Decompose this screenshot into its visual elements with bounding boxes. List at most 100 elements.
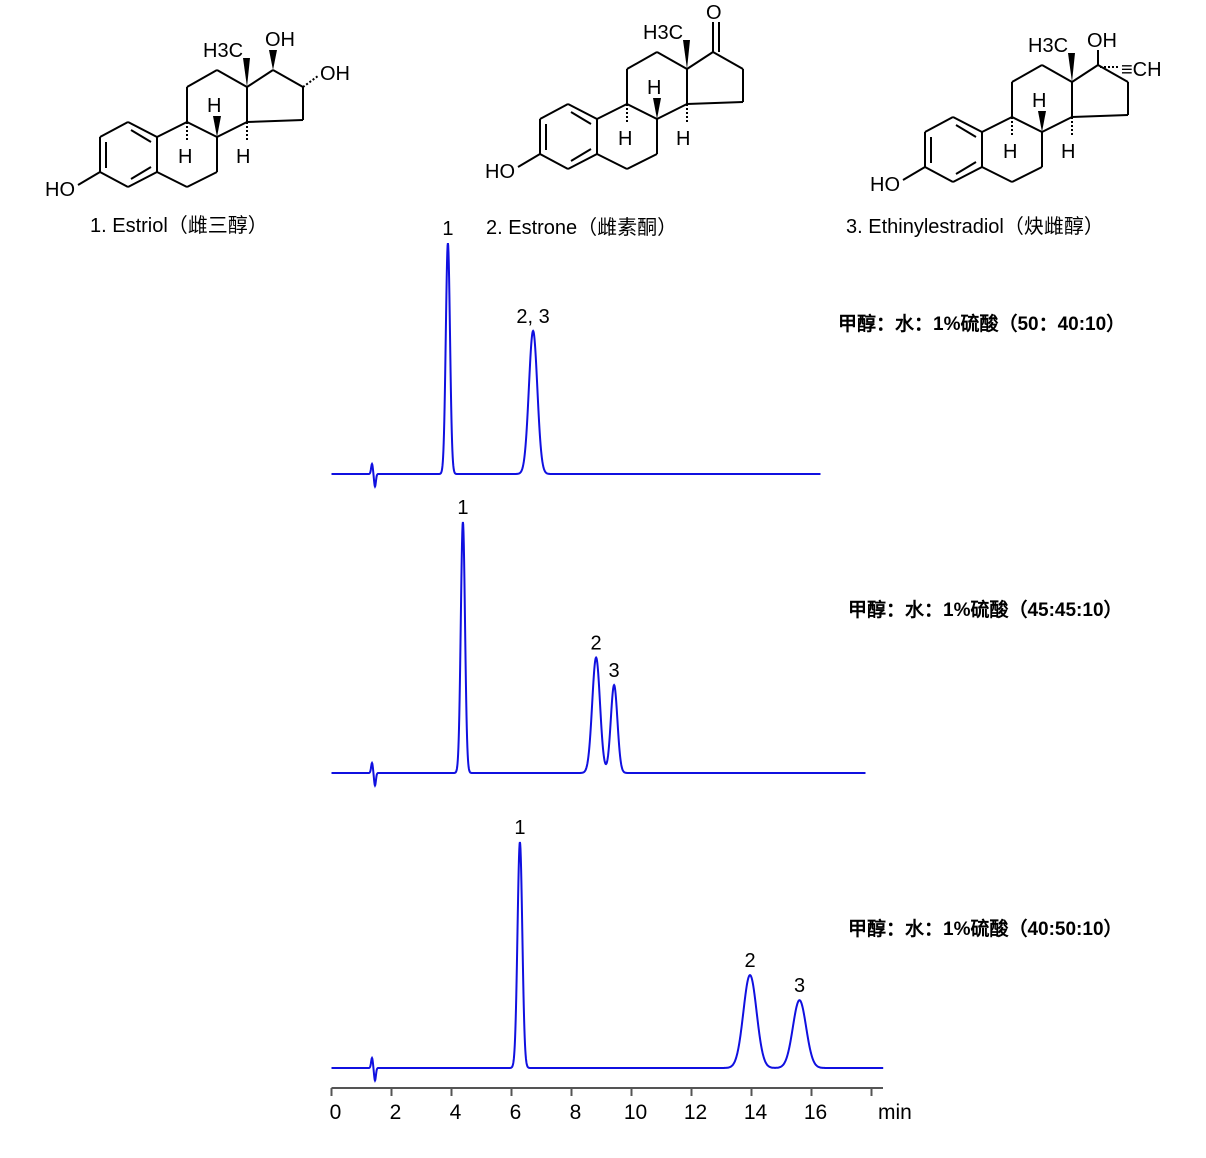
bond [952, 166, 983, 183]
bond [1041, 116, 1073, 133]
bond [567, 153, 598, 170]
bond [567, 103, 598, 120]
x-tick-label: 12 [684, 1101, 707, 1124]
bond [1011, 116, 1043, 133]
condition-label-1: 甲醇：水：1%硫酸（50：40:10） [838, 312, 1125, 335]
bond [216, 121, 248, 138]
h8-label: H [207, 95, 221, 117]
peak-label: 2, 3 [516, 306, 549, 328]
bond [626, 51, 658, 70]
methyl-wedge [1068, 53, 1075, 82]
double-bond [130, 129, 152, 143]
bond [952, 116, 983, 133]
bond [246, 69, 274, 88]
hydroxyl-3-label: HO [45, 179, 75, 201]
methyl-label: H3C [1028, 35, 1068, 57]
methyl-label: H3C [203, 40, 243, 62]
compound-label-estrone: 2. Estrone（雌素酮） [486, 216, 677, 239]
double-bond [570, 111, 592, 125]
compound-label-estriol: 1. Estriol（雌三醇） [90, 214, 268, 237]
bond [156, 121, 188, 138]
ketone-o-label: O [706, 2, 722, 24]
bond [656, 103, 688, 120]
bond [1011, 64, 1043, 83]
hydroxyl-17-label: OH [265, 29, 295, 51]
bond [902, 166, 926, 181]
bond [712, 51, 744, 70]
peak-label: 2 [744, 950, 755, 972]
h9-label: H [1003, 141, 1017, 163]
x-axis: 0 2 4 6 8 10 12 14 16 min [330, 1087, 912, 1124]
bond [1097, 64, 1129, 83]
hydroxyl-16-label: OH [320, 63, 350, 85]
oh16-hash [302, 75, 319, 88]
estriol-structure: HO H3C H H H OH OH [45, 29, 350, 201]
hydroxyl-17-label: OH [1087, 30, 1117, 52]
hydroxyl-3-label: HO [870, 174, 900, 196]
bond [686, 51, 714, 70]
h14-label: H [676, 128, 690, 150]
x-tick-label: 16 [804, 1101, 827, 1124]
chromatogram-trace-3 [331, 841, 884, 1083]
peak-label: 1 [442, 218, 453, 240]
bond [1071, 64, 1099, 83]
bond [127, 121, 158, 138]
h8-wedge [653, 98, 661, 119]
bond [539, 103, 569, 120]
condition-label-2: 甲醇：水：1%硫酸（45:45:10） [848, 598, 1123, 621]
h9-label: H [178, 146, 192, 168]
bond [127, 171, 158, 188]
h14-label: H [236, 146, 250, 168]
hydroxyl-3-label: HO [485, 161, 515, 183]
bond [656, 51, 688, 70]
bond [981, 166, 1013, 183]
x-tick-label: 4 [450, 1101, 462, 1124]
peak-label: 3 [794, 975, 805, 997]
bond [186, 171, 218, 188]
bond [596, 103, 628, 120]
bond [1071, 114, 1129, 118]
bond [1011, 166, 1043, 183]
h14-label: H [1061, 141, 1075, 163]
peak-label: 1 [514, 817, 525, 839]
h9-label: H [618, 128, 632, 150]
oh17-wedge [269, 50, 277, 70]
x-tick-label: 10 [624, 1101, 647, 1124]
chromatogram-trace-1 [331, 242, 821, 489]
bond [186, 69, 218, 88]
ethinylestradiol-structure: HO H3C H H H OH≡CH [870, 30, 1162, 196]
bond [924, 116, 954, 133]
x-axis-unit: min [878, 1101, 912, 1124]
double-bond [955, 161, 977, 175]
double-bond [955, 124, 977, 138]
x-tick-label: 14 [744, 1101, 768, 1124]
methyl-label: H3C [643, 22, 683, 44]
h8-wedge [213, 116, 221, 137]
compound-label-ethinylestradiol: 3. Ethinylestradiol（炔雌醇） [846, 215, 1104, 238]
bond [626, 103, 658, 120]
bond [272, 69, 304, 88]
bond [539, 153, 569, 170]
h8-wedge [1038, 111, 1046, 132]
bond [1041, 64, 1073, 83]
double-bond [570, 148, 592, 162]
x-tick-label: 8 [570, 1101, 582, 1124]
x-tick-label: 6 [510, 1101, 522, 1124]
bond [186, 121, 218, 138]
h8-label: H [1032, 90, 1046, 112]
bond [626, 153, 658, 170]
ethynyl-label: ≡CH [1121, 59, 1162, 81]
bond [981, 116, 1013, 133]
bond [156, 171, 188, 188]
x-tick-label: 2 [390, 1101, 402, 1124]
x-tick-label: 0 [330, 1101, 342, 1124]
methyl-wedge [243, 58, 250, 87]
bond [77, 171, 101, 186]
peak-label: 3 [609, 660, 620, 682]
bond [686, 101, 744, 105]
h8-label: H [647, 77, 661, 99]
peak-label: 1 [457, 497, 468, 519]
